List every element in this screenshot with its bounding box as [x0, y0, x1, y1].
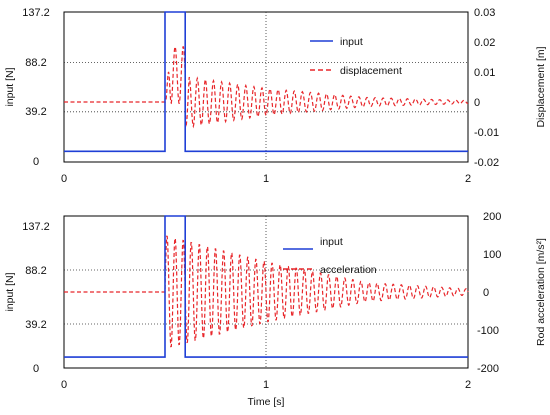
y-tick-right: 0.02 [474, 37, 495, 49]
y-tick-left: 137.2 [22, 221, 50, 233]
y-tick-left: 88.2 [25, 265, 46, 277]
y-tick-right: -0.02 [474, 157, 499, 169]
y-axis-label-left: input [N] [4, 67, 16, 106]
legend: input displacement [310, 36, 402, 77]
legend-label-input: input [340, 36, 363, 48]
y-tick-right: 0 [474, 97, 480, 109]
y-tick-right: 0 [483, 287, 489, 299]
input-line [64, 215, 468, 358]
legend: input acceleration [283, 236, 377, 276]
y-tick-right: -0.01 [474, 127, 499, 139]
legend-label-acceleration: acceleration [320, 264, 377, 276]
y-tick-right: 200 [483, 211, 501, 223]
y-tick-left: 39.2 [25, 106, 46, 118]
y-tick-left: 0 [33, 363, 39, 375]
y-axis-label-left: input [N] [4, 272, 16, 311]
y-tick-right: -100 [477, 325, 499, 337]
legend-label-displacement: displacement [340, 65, 402, 77]
x-tick: 2 [465, 173, 471, 185]
y-tick-right: 0.03 [474, 7, 495, 19]
y-tick-right: -200 [477, 363, 499, 375]
x-tick: 1 [263, 173, 269, 185]
acceleration-panel: 137.2 88.2 39.2 0 200 100 0 -100 -200 0 … [4, 211, 547, 408]
y-tick-left: 88.2 [25, 57, 46, 69]
input-line [64, 11, 468, 153]
x-tick: 0 [61, 173, 67, 185]
displacement-panel: 137.2 88.2 39.2 0 0.03 0.02 0.01 0 -0.01… [4, 7, 547, 185]
y-tick-left: 0 [33, 156, 39, 168]
y-tick-left: 137.2 [22, 7, 50, 19]
y-tick-right: 0.01 [474, 67, 495, 79]
y-tick-right: 100 [483, 249, 501, 261]
x-tick: 1 [263, 379, 269, 391]
x-axis-label: Time [s] [248, 396, 285, 408]
x-tick: 2 [465, 379, 471, 391]
y-axis-label-right: Rod acceleration [m/s²] [535, 238, 547, 346]
legend-label-input: input [320, 236, 343, 248]
y-axis-label-right: Displacement [m] [535, 46, 547, 127]
displacement-line [64, 46, 469, 129]
acceleration-line [64, 235, 469, 348]
y-tick-left: 39.2 [25, 319, 46, 331]
x-tick: 0 [61, 379, 67, 391]
